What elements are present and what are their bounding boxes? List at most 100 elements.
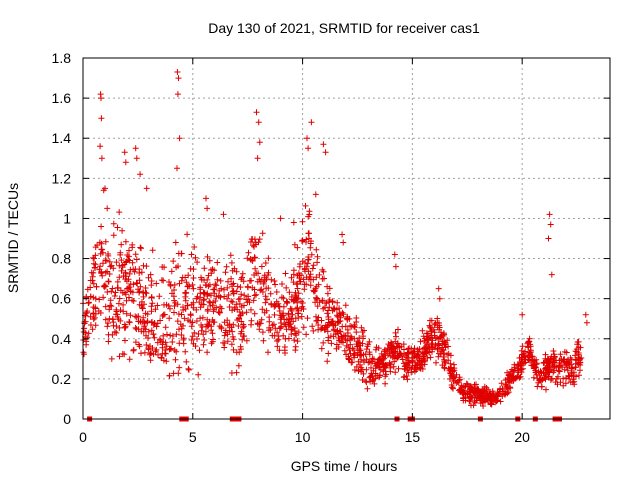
data-point [549, 358, 556, 364]
data-point [404, 376, 411, 383]
data-point [320, 305, 327, 312]
data-point [293, 281, 300, 288]
data-point [522, 348, 529, 355]
data-point [280, 332, 287, 339]
data-point [102, 269, 109, 276]
data-point [532, 363, 539, 370]
data-point [283, 300, 290, 307]
data-point [252, 239, 259, 246]
data-point [246, 299, 253, 306]
data-point [96, 296, 103, 303]
data-point [122, 324, 129, 331]
data-point [357, 366, 364, 373]
data-point [417, 338, 424, 345]
data-point [172, 239, 179, 246]
data-point [251, 292, 258, 299]
data-point [329, 318, 335, 325]
data-point [150, 331, 157, 338]
data-point [257, 287, 264, 294]
data-point [444, 351, 451, 358]
data-point [318, 345, 325, 352]
data-point [305, 230, 312, 237]
data-point [204, 291, 211, 298]
data-point [119, 264, 126, 271]
data-point [468, 394, 475, 401]
data-point [551, 351, 557, 358]
data-point [497, 398, 504, 405]
data-point [545, 367, 552, 374]
data-point [313, 318, 320, 324]
data-point [169, 290, 175, 297]
data-point [408, 369, 415, 376]
data-point [325, 337, 332, 344]
data-point [308, 238, 314, 245]
data-point [112, 289, 119, 296]
data-point [267, 290, 274, 297]
data-point [372, 370, 379, 377]
data-point [356, 347, 363, 354]
data-point [196, 299, 203, 306]
data-point [344, 332, 351, 339]
data-point [463, 380, 470, 387]
data-point [148, 327, 155, 334]
data-point [476, 393, 483, 399]
data-point [359, 340, 366, 347]
data-point [89, 326, 96, 333]
data-point [181, 315, 188, 322]
data-point [340, 239, 347, 246]
data-point [188, 251, 195, 258]
data-point [224, 338, 231, 345]
data-point [174, 69, 181, 75]
chart-title: Day 130 of 2021, SRMTID for receiver cas… [208, 20, 480, 36]
data-point [257, 320, 264, 327]
data-point [191, 329, 198, 336]
data-point [290, 267, 297, 274]
data-point [395, 326, 401, 333]
data-point [569, 364, 576, 371]
data-point [87, 277, 94, 284]
data-point [288, 324, 295, 331]
data-point [106, 306, 113, 313]
data-point [166, 315, 173, 322]
data-point [328, 340, 335, 347]
data-point [108, 288, 115, 295]
data-point [214, 259, 221, 266]
data-point [147, 271, 154, 278]
data-point [240, 324, 246, 331]
data-point [100, 283, 107, 290]
data-point [121, 149, 128, 156]
data-point [447, 360, 454, 367]
data-point [456, 387, 462, 394]
data-point [537, 376, 544, 383]
data-point [169, 333, 176, 339]
data-point [215, 309, 222, 316]
data-point [132, 324, 139, 331]
data-point [287, 305, 294, 312]
data-point [248, 236, 255, 243]
plot-frame [82, 57, 611, 420]
data-point [545, 357, 551, 363]
data-point [164, 331, 170, 338]
data-point [126, 318, 133, 325]
data-point [120, 308, 127, 315]
data-point [261, 309, 268, 316]
data-point [322, 322, 329, 329]
data-point [256, 139, 263, 146]
data-point [499, 393, 506, 399]
data-point [132, 145, 139, 152]
data-point [175, 75, 182, 82]
axis-ticks: 0 0.2 0.4 0.6 0.8 1 1.2 1.4 1.6 1.8 0 5 10 15 20 [52, 50, 610, 445]
data-point [198, 327, 205, 334]
data-point [216, 323, 223, 330]
data-point [294, 285, 301, 292]
data-point [143, 185, 150, 192]
data-point [294, 310, 301, 317]
data-point [420, 350, 427, 357]
data-point [175, 250, 182, 257]
data-point [281, 321, 288, 328]
data-point [359, 329, 366, 335]
data-point [185, 365, 192, 372]
data-point [178, 332, 185, 338]
data-point [300, 324, 307, 331]
